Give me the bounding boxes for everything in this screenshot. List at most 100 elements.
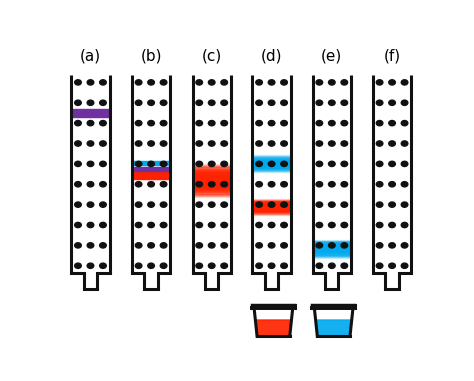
Circle shape <box>376 223 383 227</box>
Bar <box>192 183 231 184</box>
Bar <box>192 171 231 173</box>
Circle shape <box>100 80 106 85</box>
Circle shape <box>100 223 106 227</box>
Bar <box>253 170 291 171</box>
Bar <box>192 184 231 188</box>
Circle shape <box>389 223 395 227</box>
Bar <box>313 248 351 250</box>
Text: (a): (a) <box>80 48 101 63</box>
Bar <box>253 157 291 158</box>
Bar <box>313 252 351 253</box>
Circle shape <box>221 161 228 166</box>
Bar <box>192 189 231 190</box>
Bar <box>192 194 231 196</box>
Circle shape <box>328 120 335 126</box>
Circle shape <box>209 141 215 146</box>
Circle shape <box>87 202 94 207</box>
Circle shape <box>341 100 347 106</box>
Circle shape <box>100 182 106 187</box>
Circle shape <box>148 141 155 146</box>
Bar <box>192 186 231 188</box>
Bar <box>253 171 291 172</box>
Circle shape <box>341 263 347 268</box>
Circle shape <box>160 263 167 268</box>
Circle shape <box>135 182 142 187</box>
Circle shape <box>341 80 347 85</box>
Bar <box>253 154 291 155</box>
Bar <box>313 251 351 252</box>
Circle shape <box>281 263 287 268</box>
Circle shape <box>316 161 323 166</box>
Bar <box>192 174 231 176</box>
Bar <box>313 254 351 255</box>
Circle shape <box>256 161 263 166</box>
Bar <box>253 165 291 166</box>
Bar <box>253 156 291 157</box>
Circle shape <box>209 161 215 166</box>
Circle shape <box>268 263 275 268</box>
Circle shape <box>209 80 215 85</box>
Bar <box>192 166 231 168</box>
Bar <box>192 165 231 166</box>
Circle shape <box>135 120 142 126</box>
Circle shape <box>135 263 142 268</box>
Bar <box>313 239 351 240</box>
Bar <box>253 200 291 201</box>
Text: (e): (e) <box>321 48 342 63</box>
Circle shape <box>148 182 155 187</box>
Bar <box>192 193 231 195</box>
Bar <box>313 255 351 256</box>
Bar <box>313 243 351 244</box>
Circle shape <box>75 263 82 268</box>
Bar <box>192 163 231 164</box>
Circle shape <box>401 120 408 126</box>
Bar <box>253 212 291 213</box>
Circle shape <box>160 120 167 126</box>
Circle shape <box>100 202 106 207</box>
Circle shape <box>135 100 142 106</box>
Circle shape <box>135 243 142 248</box>
Bar <box>192 195 231 197</box>
Bar <box>253 205 291 206</box>
Circle shape <box>75 100 82 106</box>
Circle shape <box>75 243 82 248</box>
Bar <box>192 192 231 194</box>
Bar <box>253 198 291 199</box>
Bar <box>253 155 291 156</box>
Bar <box>253 160 291 161</box>
Bar <box>253 210 291 211</box>
Circle shape <box>376 161 383 166</box>
Circle shape <box>341 141 347 146</box>
Circle shape <box>75 202 82 207</box>
Circle shape <box>87 223 94 227</box>
Bar <box>253 163 291 165</box>
Circle shape <box>148 202 155 207</box>
Circle shape <box>160 100 167 106</box>
Circle shape <box>135 202 142 207</box>
Circle shape <box>87 263 94 268</box>
Circle shape <box>328 80 335 85</box>
Bar <box>313 244 351 245</box>
Circle shape <box>148 263 155 268</box>
Circle shape <box>135 80 142 85</box>
Circle shape <box>328 182 335 187</box>
Bar <box>192 168 231 169</box>
Circle shape <box>221 80 228 85</box>
Circle shape <box>268 161 275 166</box>
Circle shape <box>268 223 275 227</box>
Text: (d): (d) <box>261 48 283 63</box>
Circle shape <box>75 120 82 126</box>
Bar <box>192 191 231 192</box>
Bar <box>313 240 351 242</box>
Bar <box>253 158 291 159</box>
Circle shape <box>256 202 263 207</box>
Bar <box>313 242 351 243</box>
Polygon shape <box>316 320 352 336</box>
Circle shape <box>268 80 275 85</box>
Circle shape <box>100 243 106 248</box>
Circle shape <box>376 202 383 207</box>
Circle shape <box>281 120 287 126</box>
Circle shape <box>160 141 167 146</box>
Circle shape <box>256 141 263 146</box>
Circle shape <box>100 263 106 268</box>
